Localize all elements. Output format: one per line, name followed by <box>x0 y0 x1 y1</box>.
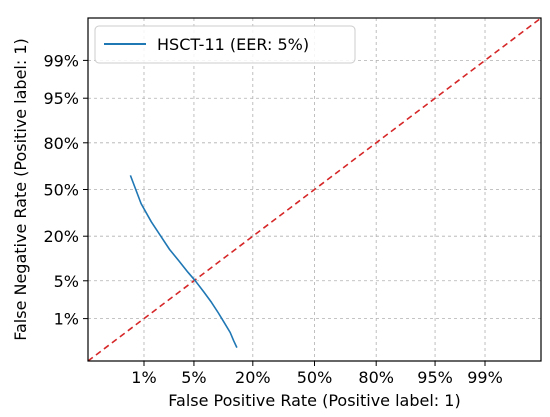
x-tick-label: 50% <box>297 368 333 387</box>
series-line-hsct-11 <box>129 175 238 348</box>
y-tick-label: 99% <box>43 51 79 70</box>
legend-box <box>94 25 356 64</box>
y-axis-ticks: 1% 5% 20% 50% 80% 95% 99% <box>43 51 88 329</box>
x-tick-label: 1% <box>131 368 156 387</box>
x-axis-ticks: 1% 5% 20% 50% 80% 95% 99% <box>131 361 503 387</box>
plot-series <box>87 17 542 362</box>
x-axis-label: False Positive Rate (Positive label: 1) <box>168 391 460 410</box>
x-tick-label: 20% <box>235 368 271 387</box>
series-line-diagonal <box>87 17 542 362</box>
y-tick-label: 5% <box>54 272 79 291</box>
legend-label-hsct-11: HSCT-11 (EER: 5%) <box>157 35 309 54</box>
y-tick-label: 20% <box>43 227 79 246</box>
x-tick-label: 95% <box>417 368 453 387</box>
y-tick-label: 50% <box>43 181 79 200</box>
x-tick-label: 5% <box>181 368 206 387</box>
legend: HSCT-11 (EER: 5%) <box>94 25 356 64</box>
y-tick-label: 80% <box>43 134 79 153</box>
y-tick-label: 95% <box>43 89 79 108</box>
x-tick-label: 99% <box>467 368 503 387</box>
x-tick-label: 80% <box>358 368 394 387</box>
y-axis-label: False Negative Rate (Positive label: 1) <box>11 38 30 341</box>
y-tick-label: 1% <box>54 310 79 329</box>
